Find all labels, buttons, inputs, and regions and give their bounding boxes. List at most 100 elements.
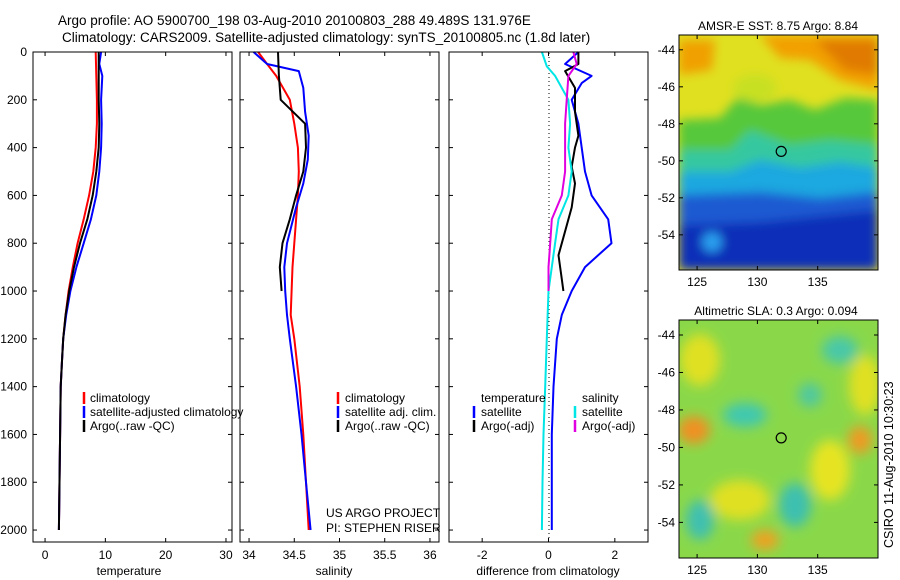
- series-line-salinity-argo-adj: [547, 51, 578, 291]
- temperature-legend: climatology satellite-adjusted climatolo…: [82, 391, 243, 433]
- x-tick-label: 30: [219, 548, 233, 562]
- legend-label-satellite: satellite adj. clim.: [345, 405, 436, 419]
- x-tick-label: 34.5: [283, 548, 307, 562]
- sst-axis-ticks: 125 130 135 -44 -46 -48 -50 -52 -54: [658, 35, 878, 289]
- y-tick-label: -46: [658, 365, 676, 379]
- figure-title-line2: Climatology: CARS2009. Satellite-adjuste…: [62, 30, 590, 45]
- legend-label-climatology: climatology: [90, 391, 150, 405]
- temperature-series: [57, 51, 104, 531]
- sla-cyan-4: [686, 500, 714, 540]
- y-tick-label: 800: [7, 236, 27, 250]
- difference-panel: -2 0 2 difference from climatology tempera…: [448, 51, 649, 578]
- y-tick-label: 1400: [0, 380, 27, 394]
- series-line-temperature-satellite: [550, 51, 613, 530]
- x-tick-label: 36: [423, 548, 437, 562]
- legend-label-argo: Argo(..raw -QC): [90, 419, 175, 433]
- legend-label-sal-satellite: satellite: [582, 405, 623, 419]
- sla-map: Altimetric SLA: 0.3 Argo: 0.094 125 130 13…: [658, 304, 879, 577]
- y-tick-label: -44: [658, 328, 676, 342]
- y-tick-label: 600: [7, 188, 27, 202]
- legend-title-temperature: temperature: [481, 391, 546, 405]
- sst-map: AMSR-E SST: 8.75 Argo: 8.84 125 130 135 -44…: [658, 19, 879, 289]
- legend-label-climatology: climatology: [345, 391, 405, 405]
- sla-orange-3: [751, 530, 779, 550]
- series-line-temperature-argo-adj: [557, 52, 580, 292]
- salinity-panel: 34 34.5 35 35.5 36 salinity climatology sate…: [239, 51, 441, 578]
- difference-plot-frame: [448, 51, 649, 543]
- y-tick-label: -48: [658, 117, 676, 131]
- sla-orange-1: [679, 416, 710, 444]
- y-tick-label: -52: [658, 191, 676, 205]
- sla-map-title: Altimetric SLA: 0.3 Argo: 0.094: [694, 304, 858, 318]
- x-tick-label: 135: [808, 563, 828, 577]
- legend-label-sal-argo: Argo(-adj): [582, 419, 635, 433]
- x-tick-label: 35: [333, 548, 347, 562]
- sst-field: [679, 35, 878, 270]
- sst-map-frame: [678, 34, 879, 271]
- series-line-satellite-adjusted-climatology: [57, 51, 104, 531]
- legend-label-temp-satellite: satellite: [481, 405, 522, 419]
- temperature-plot-frame: [32, 51, 233, 543]
- series-line-argo-raw-qc: [277, 51, 307, 292]
- y-tick-label: 1600: [0, 427, 27, 441]
- sla-orange-2: [848, 426, 872, 454]
- salinity-series: [252, 51, 312, 531]
- temperature-xlabel: temperature: [97, 564, 162, 578]
- sla-yellow-4: [849, 355, 878, 415]
- sla-yellow-2: [810, 440, 850, 500]
- argo-float-marker: [775, 145, 787, 157]
- legend-label-satellite: satellite-adjusted climatology: [90, 405, 243, 419]
- temperature-axis-ticks: 0 10 20 30 0 200 400 600 800 1000 1200 1400 1600 1800…: [0, 45, 233, 562]
- sla-field: [679, 334, 878, 550]
- sst-cold-eddy: [702, 232, 722, 252]
- y-tick-label: 400: [7, 141, 27, 155]
- argo-float-marker: [775, 432, 787, 444]
- x-tick-label: 35.5: [373, 548, 397, 562]
- series-line-climatology: [57, 51, 98, 531]
- sla-cyan-5: [798, 383, 822, 407]
- y-tick-label: 200: [7, 93, 27, 107]
- x-tick-label: 0: [545, 548, 552, 562]
- sla-map-frame: [678, 319, 879, 559]
- difference-axis-ticks: -2 0 2: [449, 51, 648, 562]
- legend-title-salinity: salinity: [582, 391, 619, 405]
- y-tick-label: -46: [658, 80, 676, 94]
- salinity-axis-ticks: 34 34.5 35 35.5 36: [240, 51, 439, 562]
- y-tick-label: -48: [658, 403, 676, 417]
- y-tick-label: -52: [658, 478, 676, 492]
- x-tick-label: 130: [747, 275, 767, 289]
- y-tick-label: 1000: [0, 284, 27, 298]
- series-line-argo-raw-qc: [57, 52, 101, 531]
- x-tick-label: 130: [747, 563, 767, 577]
- sst-deep-blue: [679, 210, 878, 270]
- salinity-xlabel: salinity: [316, 564, 353, 578]
- y-tick-label: 0: [20, 45, 27, 59]
- y-tick-label: -44: [658, 43, 676, 57]
- salinity-plot-frame: [239, 51, 440, 543]
- figure-title-line1: Argo profile: AO 5900700_198 03-Aug-2010…: [58, 13, 531, 28]
- x-tick-label: 0: [42, 548, 49, 562]
- legend-label-argo: Argo(..raw -QC): [345, 419, 430, 433]
- sst-yellow-lobe: [733, 74, 777, 102]
- credit-project: US ARGO PROJECT: [326, 506, 441, 520]
- y-tick-label: 2000: [0, 523, 27, 537]
- sst-warm-core: [815, 40, 878, 75]
- x-tick-label: 10: [99, 548, 113, 562]
- y-tick-label: 1800: [0, 475, 27, 489]
- sla-cyan-2: [779, 483, 811, 527]
- series-line-climatology: [257, 51, 310, 531]
- y-tick-label: -50: [658, 154, 676, 168]
- legend-label-temp-argo: Argo(-adj): [481, 419, 534, 433]
- sla-yellow-3: [710, 480, 770, 520]
- sst-warm-west: [679, 40, 715, 75]
- y-tick-label: -54: [658, 228, 676, 242]
- x-tick-label: 2: [611, 548, 618, 562]
- y-tick-label: -50: [658, 440, 676, 454]
- x-tick-label: 125: [687, 563, 707, 577]
- y-tick-label: -54: [658, 515, 676, 529]
- credit-pi: PI: STEPHEN RISER: [326, 521, 441, 535]
- sla-axis-ticks: 125 130 135 -44 -46 -48 -50 -52 -54: [658, 320, 878, 577]
- sla-cyan-1: [723, 403, 767, 427]
- series-line-satellite-adj-clim: [252, 51, 312, 531]
